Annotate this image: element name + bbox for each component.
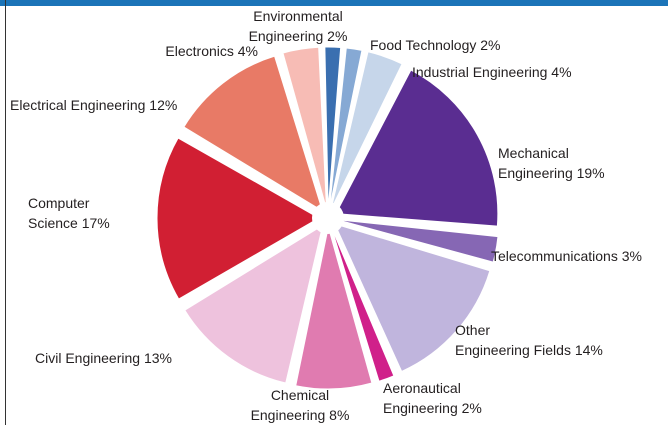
- pie-slice-electrical-engineering: [183, 55, 324, 213]
- pie-slice-civil-engineering: [184, 224, 324, 384]
- slice-label-other-engineering-fields: Other Engineering Fields 14%: [455, 322, 603, 358]
- pie-slice-electronics: [282, 46, 328, 210]
- slice-label-environmental-engineering: Environmental Engineering 2%: [249, 8, 348, 44]
- slice-label-chemical-engineering: Chemical Engineering 8%: [251, 387, 350, 423]
- slice-label-aeronautical-engineering: Aeronautical Engineering 2%: [383, 380, 482, 416]
- slice-label-industrial-engineering: Industrial Engineering 4%: [412, 64, 572, 80]
- slice-label-telecommunications: Telecommunications 3%: [491, 248, 642, 264]
- slice-label-civil-engineering: Civil Engineering 13%: [35, 350, 172, 366]
- pie-slice-other-engineering-fields: [333, 223, 491, 373]
- pie-slice-telecommunications: [336, 219, 499, 263]
- pie-slice-chemical-engineering: [295, 226, 373, 390]
- left-rule: [5, 0, 6, 425]
- pie-slice-industrial-engineering: [330, 51, 403, 210]
- slice-label-electronics: Electronics 4%: [165, 43, 258, 59]
- pie-slice-computer-science: [156, 137, 321, 300]
- pie-slice-environmental-engineering: [324, 46, 342, 210]
- pie-slice-mechanical-engineering: [335, 69, 499, 227]
- pie-slice-aeronautical-engineering: [330, 226, 395, 382]
- header-bar: [0, 0, 668, 6]
- slice-label-computer-science: Computer Science 17%: [28, 195, 110, 231]
- slice-label-food-technology: Food Technology 2%: [370, 37, 501, 53]
- pie-slice-food-technology: [328, 47, 363, 210]
- slice-label-electrical-engineering: Electrical Engineering 12%: [10, 97, 177, 113]
- slice-label-mechanical-engineering: Mechanical Engineering 19%: [498, 145, 605, 181]
- pie-center: [312, 202, 344, 234]
